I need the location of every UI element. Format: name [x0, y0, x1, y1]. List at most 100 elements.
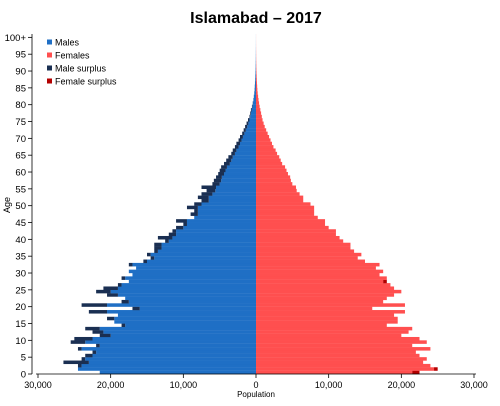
female-bar	[256, 169, 287, 173]
female-bar	[256, 290, 401, 294]
male-surplus-bar	[221, 165, 227, 169]
y-tick-label: 45	[15, 218, 26, 229]
male-bar	[114, 320, 256, 324]
female-bar	[256, 293, 394, 297]
female-bar	[256, 307, 372, 311]
female-bar	[256, 155, 279, 159]
female-bar	[256, 135, 269, 139]
male-bar	[220, 182, 256, 186]
male-surplus-bar	[224, 162, 230, 166]
male-bar	[125, 324, 256, 328]
male-bar	[209, 199, 256, 203]
female-bar	[256, 182, 292, 186]
y-tick-label: 90	[15, 67, 26, 78]
female-bar	[256, 303, 405, 307]
male-bar	[202, 202, 257, 206]
female-bar	[256, 236, 340, 240]
male-surplus-bar	[249, 115, 250, 119]
male-bar	[183, 226, 256, 230]
female-bar	[256, 226, 329, 230]
female-bar	[256, 337, 420, 341]
male-surplus-bar	[93, 350, 97, 354]
male-surplus-bar	[198, 196, 209, 200]
male-surplus-bar	[93, 330, 104, 334]
male-surplus-bar	[96, 290, 111, 294]
female-bar	[256, 367, 434, 371]
male-bar	[255, 84, 256, 88]
male-bar	[247, 125, 256, 129]
male-bar	[118, 286, 256, 290]
female-bar	[256, 361, 423, 365]
male-surplus-bar	[151, 256, 155, 260]
female-bar	[256, 357, 427, 361]
male-surplus-bar	[176, 219, 187, 223]
female-bar	[256, 340, 427, 344]
male-bar	[231, 159, 256, 163]
male-bar	[89, 361, 256, 365]
female-bar	[256, 185, 296, 189]
female-bar	[256, 280, 383, 284]
male-surplus-bar	[71, 340, 86, 344]
male-bar	[235, 152, 256, 156]
male-bar	[251, 111, 256, 115]
female-bar	[256, 212, 314, 216]
female-bar	[256, 223, 325, 227]
female-bar	[256, 172, 288, 176]
male-surplus-bar	[187, 206, 198, 210]
male-surplus-bar	[233, 148, 237, 152]
female-bar	[256, 270, 383, 274]
y-tick-label: 0	[21, 370, 26, 381]
male-bar	[255, 71, 256, 75]
male-surplus-bar	[118, 283, 122, 287]
male-surplus-bar	[212, 182, 219, 186]
female-bar	[256, 246, 350, 250]
female-bar	[256, 162, 282, 166]
male-surplus-bar	[85, 327, 100, 331]
male-bar	[241, 138, 256, 142]
y-tick-label: 80	[15, 100, 26, 111]
female-bar	[256, 125, 265, 129]
male-bar	[198, 212, 256, 216]
male-bar	[129, 280, 256, 284]
male-surplus-bar	[122, 324, 126, 328]
male-surplus-bar	[220, 169, 226, 173]
female-bar	[256, 115, 262, 119]
male-bar	[85, 340, 256, 344]
female-bar	[256, 138, 271, 142]
y-tick-label: 5	[21, 353, 26, 364]
female-bar	[256, 320, 398, 324]
female-bar	[256, 98, 259, 102]
male-bar	[198, 206, 256, 210]
y-tick-label: 35	[15, 252, 26, 263]
male-bar	[162, 246, 256, 250]
y-tick-label: 15	[15, 319, 26, 330]
male-bar	[253, 101, 256, 105]
male-bar	[176, 229, 256, 233]
female-bar	[256, 249, 354, 253]
y-tick-label: 55	[15, 184, 26, 195]
male-bar	[118, 293, 256, 297]
male-bar	[82, 347, 256, 351]
bars-group	[63, 34, 437, 374]
male-surplus-bar	[107, 293, 118, 297]
male-surplus-bar	[165, 239, 169, 243]
female-bar	[256, 105, 260, 109]
male-bar	[216, 185, 256, 189]
male-bar	[209, 196, 256, 200]
female-bar	[256, 145, 273, 149]
male-bar	[122, 283, 256, 287]
male-bar	[147, 260, 256, 264]
female-bar	[256, 91, 258, 95]
male-bar	[243, 135, 256, 139]
female-bar	[256, 206, 314, 210]
female-bar	[256, 196, 303, 200]
female-bar	[256, 283, 390, 287]
male-surplus-bar	[240, 135, 243, 139]
male-surplus-bar	[129, 263, 133, 267]
male-surplus-bar	[202, 199, 209, 203]
male-bar	[255, 74, 256, 78]
male-surplus-bar	[122, 300, 129, 304]
female-bar	[256, 111, 261, 115]
y-tick-label: 65	[15, 151, 26, 162]
